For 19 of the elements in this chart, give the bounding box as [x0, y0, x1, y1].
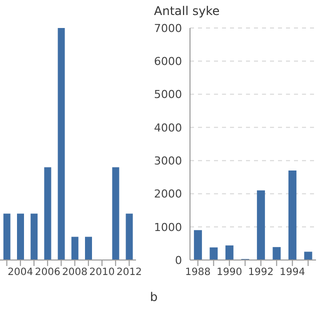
x-tick-label: 2010	[89, 267, 115, 278]
x-tick-label: 1990	[216, 267, 242, 278]
y-axis-title: Antall syke	[154, 4, 220, 18]
y-tick-label: 4000	[154, 121, 182, 134]
x-tick-label: 2008	[62, 267, 88, 278]
x-tick-label: 2004	[8, 267, 34, 278]
x-tick-label: 1994	[280, 267, 306, 278]
y-tick-label: 6000	[154, 55, 182, 68]
y-tick-label: 2000	[154, 188, 182, 201]
x-tick-label: 1988	[185, 267, 211, 278]
x-tick-label: 2006	[34, 267, 60, 278]
text: b	[150, 290, 158, 304]
y-tick-label: 1000	[154, 220, 182, 234]
y-tick-label: 3000	[154, 154, 182, 168]
y-tick-label: 0	[175, 254, 182, 267]
x-tick-label: 2012	[116, 267, 142, 278]
y-tick-label: 5000	[154, 88, 182, 102]
x-tick-label: 1992	[248, 267, 274, 278]
y-tick-label: 7000	[154, 22, 182, 35]
